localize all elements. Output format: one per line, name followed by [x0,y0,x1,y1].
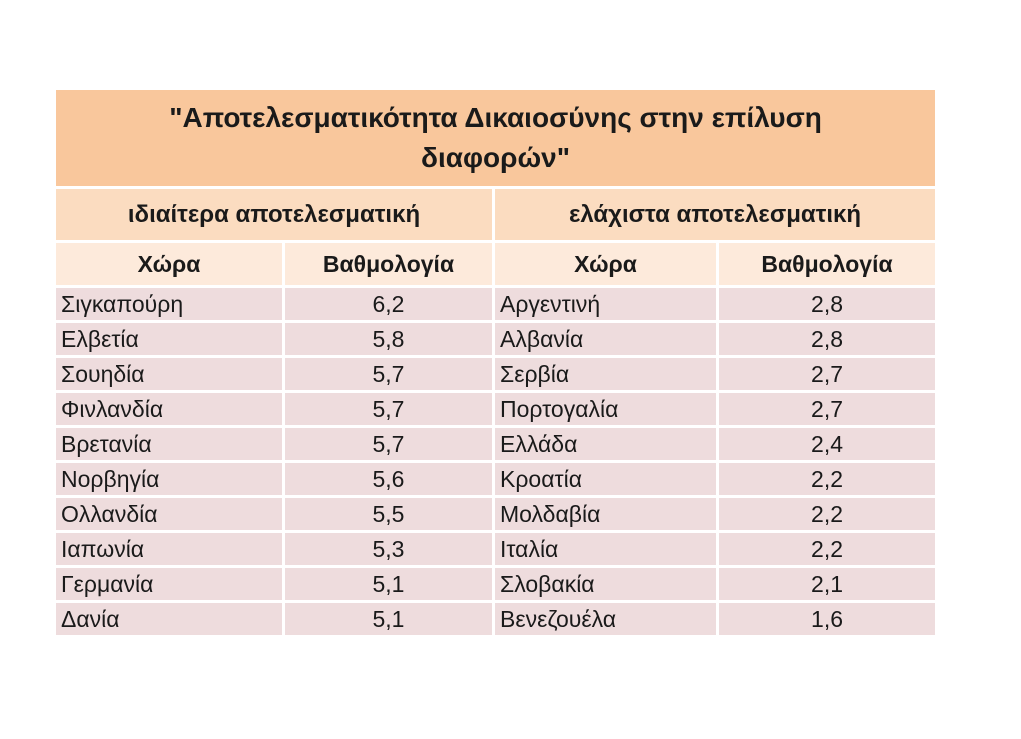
right-score-cell: 2,7 [715,390,939,428]
left-country-cell: Σιγκαπούρη [53,285,285,323]
left-score-cell: 5,6 [282,460,495,498]
left-score-cell: 6,2 [282,285,495,323]
table-row: Δανία 5,1 Βενεζουέλα 1,6 [53,600,939,638]
column-header-country: Χώρα [53,240,285,288]
column-header-score: Βαθμολογία [715,240,939,288]
right-country-cell: Βενεζουέλα [492,600,719,638]
table-row: Ολλανδία 5,5 Μολδαβία 2,2 [53,495,939,533]
table-row: Νορβηγία 5,6 Κροατία 2,2 [53,460,939,498]
table-body: Σιγκαπούρη 6,2 Αργεντινή 2,8 Ελβετία 5,8 Αλβαν… [53,285,939,638]
table-row: Γερμανία 5,1 Σλοβακία 2,1 [53,565,939,603]
right-country-cell: Πορτογαλία [492,390,719,428]
left-country-cell: Ελβετία [53,320,285,358]
left-country-cell: Σουηδία [53,355,285,393]
right-country-cell: Σερβία [492,355,719,393]
left-country-cell: Νορβηγία [53,460,285,498]
left-score-cell: 5,1 [282,565,495,603]
left-country-cell: Γερμανία [53,565,285,603]
left-score-cell: 5,8 [282,320,495,358]
left-country-cell: Βρετανία [53,425,285,463]
column-header-score: Βαθμολογία [282,240,495,288]
table-row: Σιγκαπούρη 6,2 Αργεντινή 2,8 [53,285,939,323]
right-country-cell: Ελλάδα [492,425,719,463]
table-row: Σουηδία 5,7 Σερβία 2,7 [53,355,939,393]
right-country-cell: Κροατία [492,460,719,498]
right-score-cell: 2,4 [715,425,939,463]
table-title: "Αποτελεσματικότητα Δικαιοσύνης στην επί… [52,87,939,189]
group-header-most-effective: ιδιαίτερα αποτελεσματική [53,186,495,243]
right-score-cell: 2,1 [715,565,939,603]
right-score-cell: 2,2 [715,495,939,533]
right-country-cell: Αλβανία [492,320,719,358]
table-row: Φινλανδία 5,7 Πορτογαλία 2,7 [53,390,939,428]
table-row: Ιαπωνία 5,3 Ιταλία 2,2 [53,530,939,568]
group-header-least-effective: ελάχιστα αποτελεσματική [491,186,939,243]
left-score-cell: 5,3 [282,530,495,568]
right-score-cell: 2,8 [715,285,939,323]
left-score-cell: 5,5 [282,495,495,533]
left-country-cell: Δανία [53,600,285,638]
right-score-cell: 1,6 [715,600,939,638]
right-country-cell: Μολδαβία [492,495,719,533]
right-score-cell: 2,2 [715,530,939,568]
left-score-cell: 5,7 [282,355,495,393]
left-score-cell: 5,7 [282,390,495,428]
table-row: Ελβετία 5,8 Αλβανία 2,8 [53,320,939,358]
left-country-cell: Ιαπωνία [53,530,285,568]
ranking-table: "Αποτελεσματικότητα Δικαιοσύνης στην επί… [52,87,939,638]
right-score-cell: 2,2 [715,460,939,498]
right-country-cell: Αργεντινή [492,285,719,323]
right-score-cell: 2,8 [715,320,939,358]
table-row: Βρετανία 5,7 Ελλάδα 2,4 [53,425,939,463]
right-country-cell: Ιταλία [492,530,719,568]
right-country-cell: Σλοβακία [492,565,719,603]
column-header-country: Χώρα [492,240,719,288]
left-country-cell: Φινλανδία [53,390,285,428]
left-score-cell: 5,7 [282,425,495,463]
right-score-cell: 2,7 [715,355,939,393]
left-country-cell: Ολλανδία [53,495,285,533]
left-score-cell: 5,1 [282,600,495,638]
